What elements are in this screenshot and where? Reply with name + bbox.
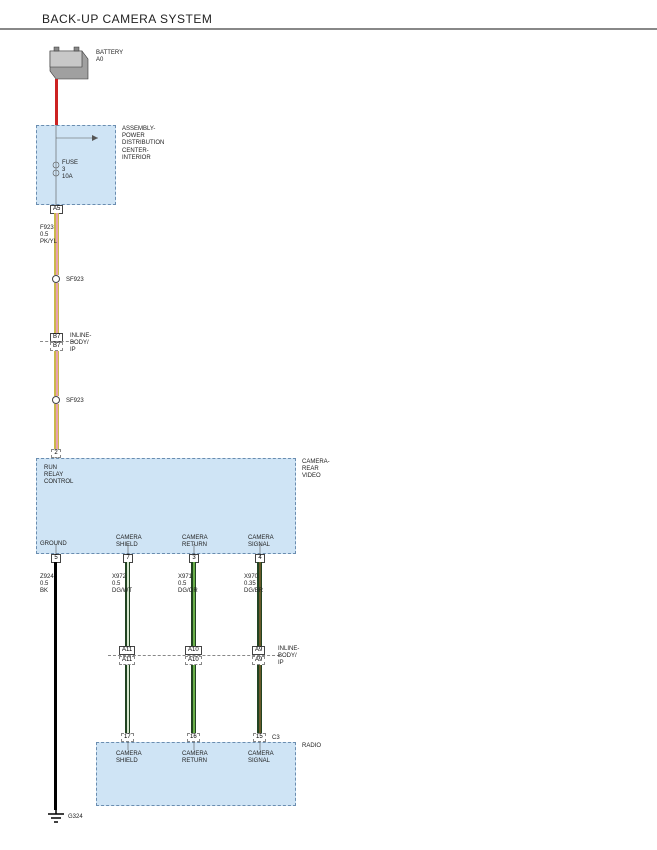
radio-signal-line1: CAMERA (248, 751, 274, 757)
inline2-shield-bot: A11 (119, 656, 135, 665)
inline2-return-bot: A10 (185, 656, 202, 665)
fuse-label: FUSE 3 10A (62, 160, 78, 182)
splice-top-label: SF923 (66, 277, 84, 284)
radio-return-line2: RETURN (182, 758, 207, 764)
fuse-line1: FUSE (62, 160, 78, 166)
radio-shield-line1: CAMERA (116, 751, 142, 757)
fuse-line2: 3 (62, 167, 65, 173)
wire-x970-label: X970 0.35 DG/BR (244, 574, 263, 596)
wire-x971-label: X971 0.5 DG/OR (178, 574, 198, 596)
camera-shield-label: CAMERA SHIELD (116, 535, 142, 549)
pdc-label-line3: DISTRIBUTION (122, 140, 164, 146)
wire-f923-gauge: 0.5 (40, 232, 48, 238)
wire-x972-seg2-inner (127, 665, 129, 733)
wire-x972-label: X972 0.5 DG/WT (112, 574, 132, 596)
camera-shield-line2: SHIELD (116, 542, 138, 548)
camera-label-line2: REAR (302, 466, 319, 472)
wire-x970-gauge: 0.35 (244, 581, 256, 587)
battery-label: BATTERY A0 (96, 50, 123, 64)
radio-return-label: CAMERA RETURN (182, 751, 208, 765)
inline2-label: INLINE- BODY/ IP (278, 646, 299, 668)
battery-label-line2: A0 (96, 57, 103, 63)
splice-top-circle (52, 275, 60, 283)
radio-label: RADIO (302, 743, 321, 750)
wire-z924 (54, 562, 57, 810)
inline1-pin-bottom: B7 (50, 342, 63, 351)
wire-x971-seg2-inner (193, 665, 195, 733)
wire-x971-id: X971 (178, 574, 192, 580)
inline2-return-top: A10 (185, 646, 202, 655)
camera-return-line1: CAMERA (182, 535, 208, 541)
wire-x970-color: DG/BR (244, 588, 263, 594)
splice-bottom-circle (52, 396, 60, 404)
wire-z924-gauge: 0.5 (40, 581, 48, 587)
wire-f923-id: F923 (40, 225, 54, 231)
camera-return-line2: RETURN (182, 542, 207, 548)
radio-pin-shield: 17 (121, 733, 134, 742)
camera-return-label: CAMERA RETURN (182, 535, 208, 549)
title-divider (0, 28, 657, 30)
inline2-label-line2: BODY/ (278, 653, 297, 659)
camera-signal-line1: CAMERA (248, 535, 274, 541)
radio-signal-line2: SIGNAL (248, 758, 270, 764)
ground-label: G324 (68, 814, 83, 821)
inline2-label-line3: IP (278, 660, 284, 666)
wire-z924-id: Z924 (40, 574, 54, 580)
inline2-signal-top: A9 (252, 646, 265, 655)
inline1-label-line2: BODY/ (70, 340, 89, 346)
wire-x972-id: X972 (112, 574, 126, 580)
fuse-line3: 10A (62, 174, 73, 180)
camera-ground-label: GROUND (40, 541, 67, 548)
camera-shield-line1: CAMERA (116, 535, 142, 541)
camera-label-line1: CAMERA- (302, 459, 330, 465)
camera-label: CAMERA- REAR VIDEO (302, 459, 330, 481)
pdc-label: ASSEMBLY- POWER DISTRIBUTION CENTER- INT… (122, 126, 164, 162)
wire-z924-label: Z924 0.5 BK (40, 574, 54, 596)
wire-f923-seg2-inner (56, 283, 58, 333)
wire-x971-color: DG/OR (178, 588, 198, 594)
radio-shield-line2: SHIELD (116, 758, 138, 764)
pdc-label-line5: INTERIOR (122, 155, 151, 161)
wire-x970-id: X970 (244, 574, 258, 580)
pdc-label-line2: POWER (122, 133, 145, 139)
wire-x972-color: DG/WT (112, 588, 132, 594)
camera-pin-in: 2 (51, 449, 61, 458)
splice-bottom-label: SF923 (66, 398, 84, 405)
wire-x972-gauge: 0.5 (112, 581, 120, 587)
inline2-signal-bot: A9 (252, 656, 265, 665)
wire-f923-seg3-inner (56, 351, 58, 396)
camera-label-line3: VIDEO (302, 473, 321, 479)
inline2-shield-top: A11 (119, 646, 135, 655)
pdc-label-line1: ASSEMBLY- (122, 126, 155, 132)
wire-f923-color: PK/YL (40, 239, 57, 245)
camera-signal-label: CAMERA SIGNAL (248, 535, 274, 549)
wire-battery-pdc (55, 79, 58, 125)
radio-shield-label: CAMERA SHIELD (116, 751, 142, 765)
radio-pin-return: 16 (187, 733, 200, 742)
camera-signal-line2: SIGNAL (248, 542, 270, 548)
battery-icon (42, 45, 90, 85)
inline1-label: INLINE- BODY/ IP (70, 333, 91, 355)
wire-f923-label: F923 0.5 PK/YL (40, 225, 57, 247)
radio-signal-label: CAMERA SIGNAL (248, 751, 274, 765)
pdc-label-line4: CENTER- (122, 148, 149, 154)
inline1-label-line1: INLINE- (70, 333, 91, 339)
radio-pin-signal: 15 (253, 733, 266, 742)
page-title: BACK-UP CAMERA SYSTEM (42, 12, 212, 26)
ground-icon (47, 810, 65, 824)
wire-f923-seg4-inner (56, 404, 58, 449)
wire-x970-seg2-inner (259, 665, 261, 733)
inline2-label-line1: INLINE- (278, 646, 299, 652)
inline1-label-line3: IP (70, 347, 76, 353)
wire-x971-gauge: 0.5 (178, 581, 186, 587)
radio-return-line1: CAMERA (182, 751, 208, 757)
battery-label-line1: BATTERY (96, 50, 123, 56)
wire-z924-color: BK (40, 588, 48, 594)
